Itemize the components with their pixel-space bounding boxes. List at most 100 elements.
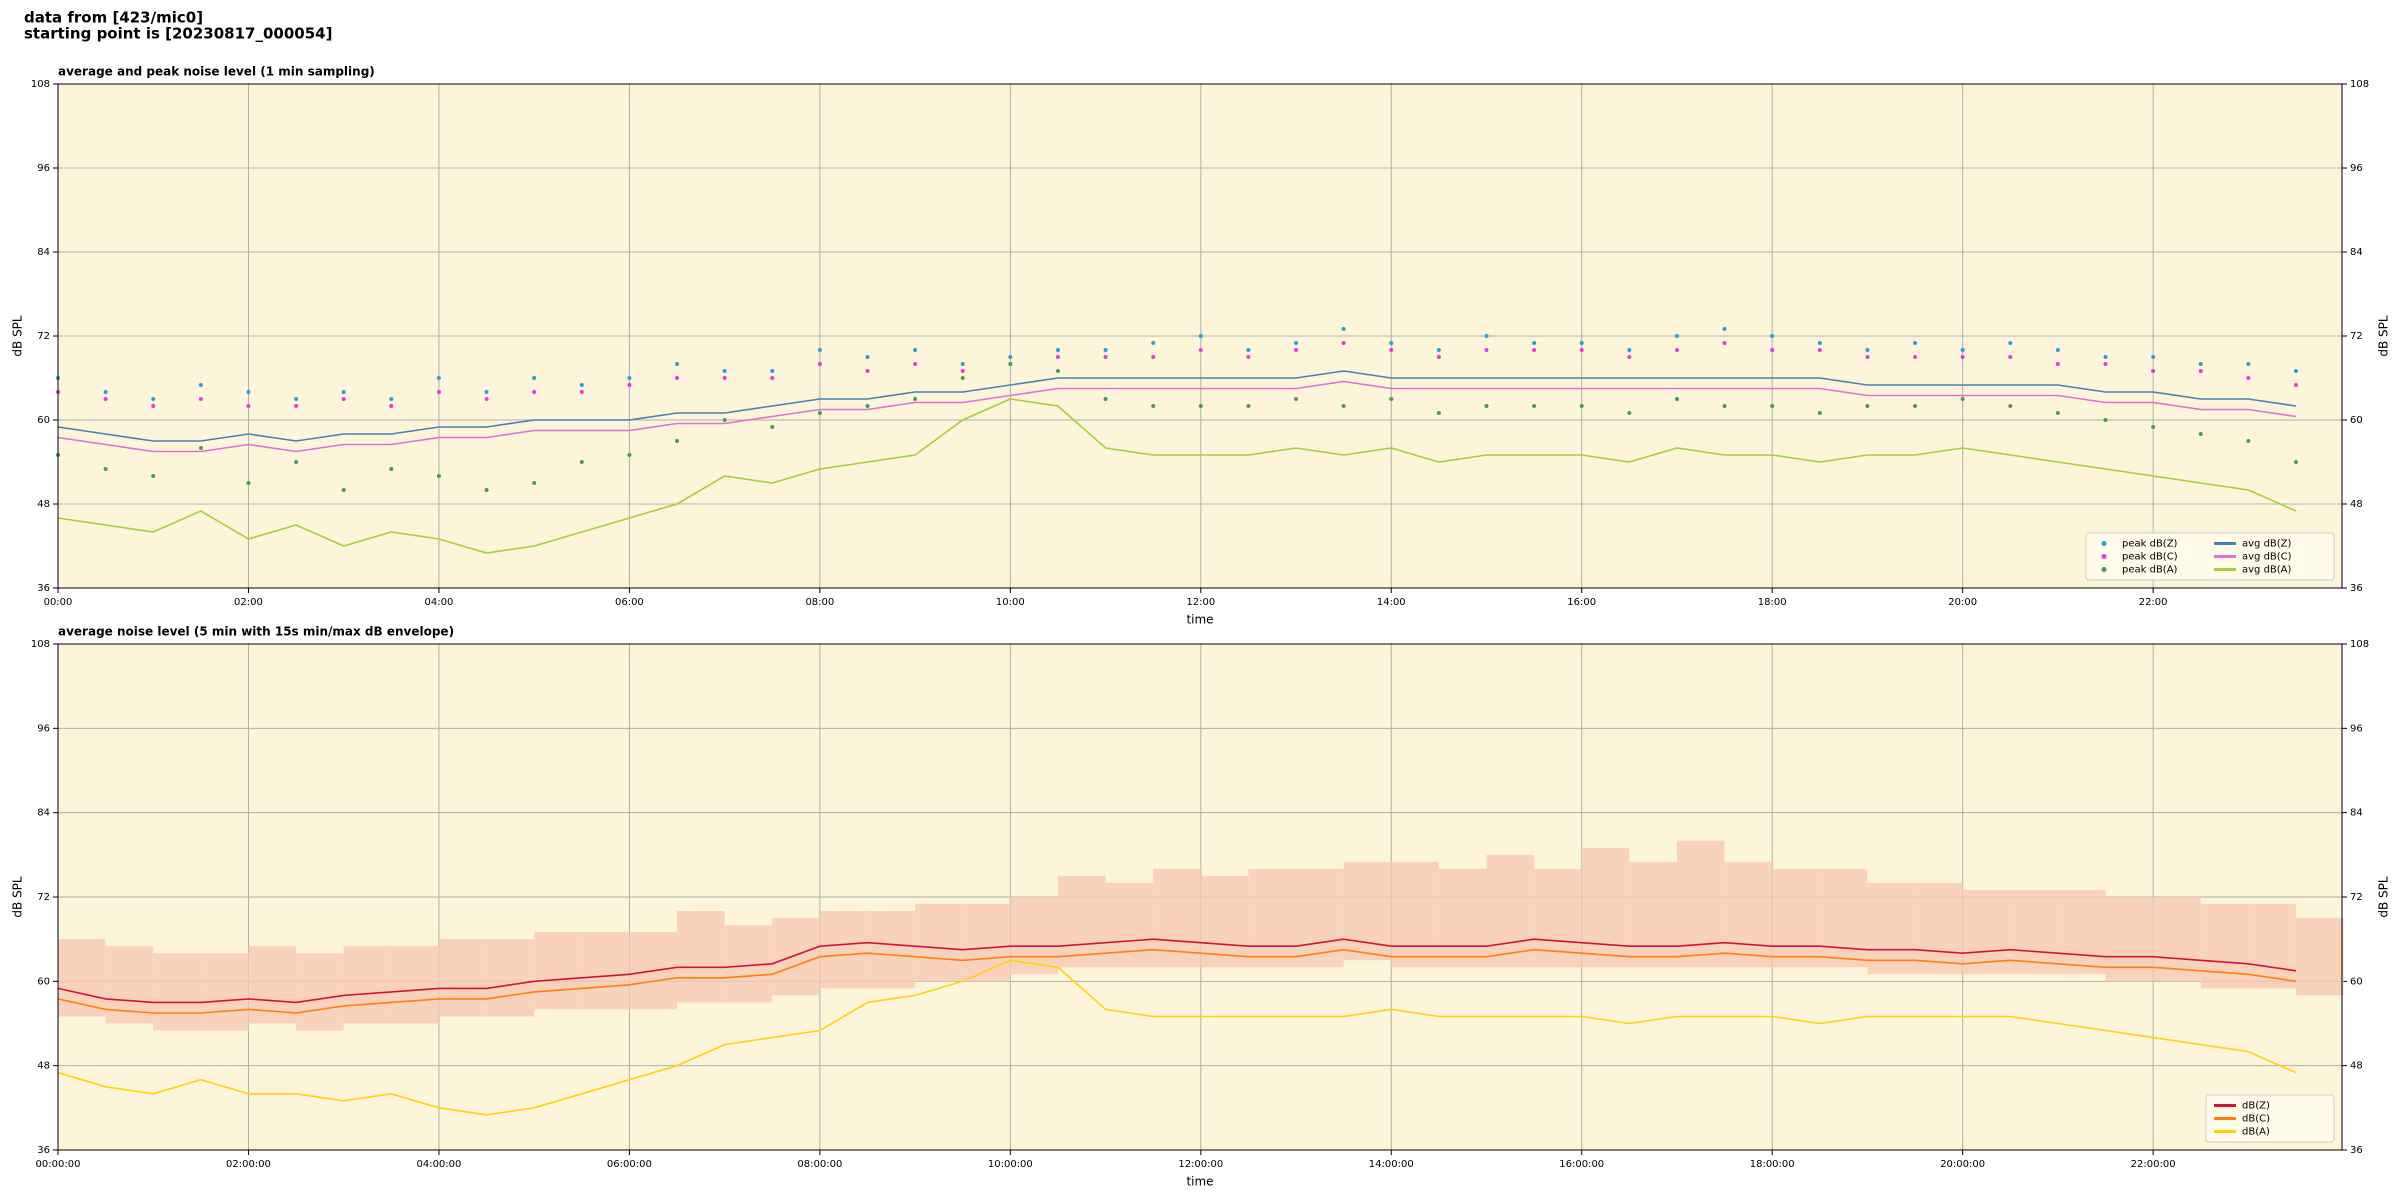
x-tick-label: 16:00 (1567, 597, 1596, 608)
peak-point (2103, 418, 2108, 422)
peak-point (1055, 355, 1060, 359)
peak-point (1246, 355, 1251, 359)
peak-point (1246, 348, 1251, 352)
peak-point (1817, 348, 1822, 352)
envelope-band (391, 946, 439, 1024)
envelope-band (1010, 897, 1058, 975)
peak-point (2008, 341, 2013, 345)
x-tick-label: 04:00:00 (416, 1159, 461, 1170)
envelope-band (1581, 847, 1630, 968)
peak-point (1294, 348, 1299, 352)
envelope-band (1724, 861, 1773, 968)
peak-point (1103, 348, 1108, 352)
peak-point (246, 404, 251, 408)
peak-point (1960, 355, 1965, 359)
envelope-band (581, 932, 630, 1010)
y-tick-label: 60 (2350, 976, 2363, 987)
peak-point (1484, 404, 1489, 408)
peak-point (1294, 397, 1299, 401)
x-axis-label: time (1186, 1175, 1213, 1189)
y-tick-label: 108 (31, 639, 50, 650)
peak-point (2151, 369, 2156, 373)
envelope-band (2057, 889, 2106, 975)
peak-point (1341, 327, 1346, 331)
x-tick-label: 18:00:00 (1750, 1159, 1795, 1170)
peak-point (1198, 348, 1203, 352)
plot-frame (57, 643, 2343, 1151)
envelope-band (534, 932, 582, 1010)
x-tick-label: 20:00 (1948, 597, 1977, 608)
peak-point (436, 390, 441, 394)
peak-point (579, 383, 584, 387)
legend-marker (2101, 554, 2107, 559)
envelope-band (1676, 840, 1725, 968)
peak-point (579, 390, 584, 394)
peak-point (198, 446, 203, 450)
peak-point (532, 376, 537, 380)
peak-point (1865, 404, 1870, 408)
y-tick-label: 36 (2350, 1145, 2363, 1156)
peak-point (627, 453, 632, 457)
peak-point (2246, 376, 2251, 380)
y-tick-label: 108 (31, 79, 50, 90)
x-tick-label: 14:00:00 (1369, 1159, 1414, 1170)
y-tick-label: 84 (2350, 808, 2363, 819)
x-tick-label: 12:00:00 (1178, 1159, 1223, 1170)
y-tick-label: 60 (37, 415, 50, 426)
peak-point (484, 397, 489, 401)
envelope-band (343, 946, 392, 1024)
peak-point (960, 376, 965, 380)
legend-label: avg dB(C) (2242, 552, 2292, 563)
peak-point (960, 369, 965, 373)
x-tick-label: 12:00 (1186, 597, 1215, 608)
peak-point (913, 348, 918, 352)
peak-point (1008, 355, 1013, 359)
peak-point (865, 369, 870, 373)
x-tick-label: 02:00:00 (226, 1159, 271, 1170)
peak-point (1865, 355, 1870, 359)
series-line (57, 398, 2297, 554)
legend-label: peak dB(C) (2122, 552, 2178, 563)
peak-point (1627, 411, 1632, 415)
peak-point (1103, 355, 1108, 359)
peak-point (1389, 341, 1394, 345)
peak-point (1627, 348, 1632, 352)
peak-point (246, 390, 251, 394)
envelope-band (2200, 904, 2249, 989)
peak-point (1389, 348, 1394, 352)
peak-point (389, 467, 394, 471)
legend-marker (2101, 567, 2107, 572)
peak-point (2198, 369, 2203, 373)
x-tick-label: 22:00 (2139, 597, 2168, 608)
peak-point (1389, 397, 1394, 401)
envelope-band (200, 953, 249, 1031)
peak-point (1484, 348, 1489, 352)
peak-point (1817, 341, 1822, 345)
peak-point (722, 376, 727, 380)
peak-point (2151, 425, 2156, 429)
peak-point (2055, 362, 2060, 366)
peak-point (2008, 355, 2013, 359)
peak-point (1960, 348, 1965, 352)
legend-label: avg dB(Z) (2242, 539, 2292, 550)
envelope-band (2105, 897, 2154, 982)
peak-point (2008, 404, 2013, 408)
y-axis-label: dB SPL (2377, 315, 2391, 357)
peak-point (1960, 397, 1965, 401)
x-tick-label: 00:00:00 (36, 1159, 81, 1170)
peak-point (2246, 439, 2251, 443)
peak-point (1294, 341, 1299, 345)
y-axis-label: dB SPL (11, 876, 25, 918)
x-tick-label: 14:00 (1377, 597, 1406, 608)
x-tick-label: 22:00:00 (2131, 1159, 2176, 1170)
legend-label: dB(A) (2242, 1127, 2270, 1138)
peak-point (913, 362, 918, 366)
peak-point (389, 404, 394, 408)
envelope-band (1915, 882, 1963, 975)
y-tick-label: 108 (2350, 639, 2369, 650)
y-tick-label: 108 (2350, 79, 2369, 90)
y-tick-label: 84 (37, 247, 50, 258)
peak-point (2055, 411, 2060, 415)
peak-point (1770, 404, 1775, 408)
